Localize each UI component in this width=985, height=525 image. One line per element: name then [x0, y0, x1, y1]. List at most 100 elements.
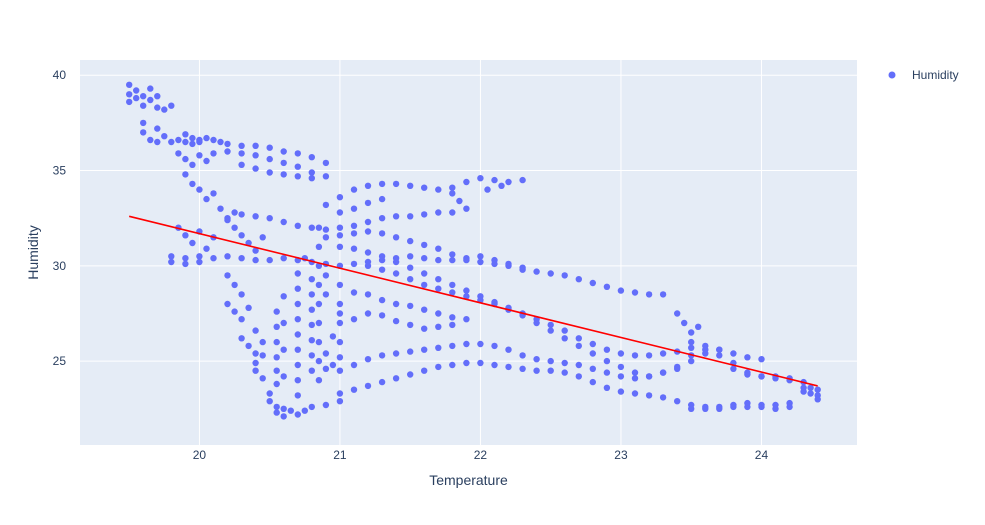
data-point — [533, 367, 540, 374]
data-point — [547, 367, 554, 374]
data-point — [280, 319, 287, 327]
data-point — [280, 413, 287, 420]
data-point — [407, 321, 414, 329]
data-point — [364, 182, 372, 189]
data-point — [421, 255, 428, 262]
data-point — [182, 138, 189, 146]
data-point — [238, 161, 245, 168]
data-point — [294, 270, 301, 277]
data-point — [456, 197, 463, 205]
data-point — [203, 157, 210, 165]
data-point — [154, 93, 161, 100]
data-point — [336, 194, 344, 201]
data-point — [421, 367, 428, 374]
x-axis-ticks: 20 21 22 23 24 — [193, 448, 769, 462]
data-point — [322, 291, 330, 298]
legend-marker — [888, 71, 896, 79]
data-point — [231, 224, 238, 231]
data-point — [716, 346, 723, 353]
data-point — [575, 373, 582, 380]
data-point — [407, 371, 414, 378]
data-point — [477, 258, 484, 266]
data-point — [645, 373, 653, 380]
data-point — [350, 245, 358, 252]
data-point — [210, 255, 217, 262]
data-point — [182, 255, 189, 262]
data-point — [322, 159, 330, 167]
data-point — [161, 133, 168, 140]
data-point — [688, 344, 695, 351]
data-point — [392, 180, 400, 188]
data-point — [175, 150, 182, 157]
data-point — [308, 352, 315, 359]
data-point — [491, 260, 498, 268]
data-point — [744, 354, 751, 361]
data-point — [336, 243, 344, 250]
data-point — [407, 182, 414, 189]
data-point — [659, 369, 667, 376]
data-point — [315, 338, 323, 346]
data-point — [498, 182, 505, 189]
data-point — [645, 352, 653, 359]
data-point — [301, 407, 308, 414]
data-point — [336, 310, 344, 317]
legend-item-humidity: Humidity — [912, 68, 959, 82]
data-point — [315, 357, 323, 365]
data-point — [259, 338, 266, 346]
data-point — [140, 129, 147, 136]
data-point — [519, 365, 526, 372]
data-point — [688, 357, 695, 365]
data-point — [575, 276, 582, 283]
data-point — [294, 346, 301, 353]
data-point — [147, 96, 154, 104]
data-point — [617, 363, 625, 371]
y-tick-label: 35 — [53, 164, 67, 178]
data-point — [435, 256, 442, 264]
data-point — [364, 249, 372, 256]
data-point — [252, 367, 259, 374]
data-point — [336, 367, 344, 374]
data-point — [280, 218, 287, 226]
data-point — [716, 352, 723, 359]
data-point — [147, 136, 154, 144]
data-point — [203, 195, 210, 203]
data-point — [182, 131, 189, 138]
data-point — [631, 289, 639, 296]
data-point — [266, 390, 273, 397]
legend[interactable]: Humidity — [888, 68, 959, 82]
data-point — [315, 300, 323, 308]
data-point — [421, 270, 428, 277]
data-point — [589, 378, 596, 386]
data-point — [659, 350, 667, 357]
data-point — [322, 173, 330, 180]
data-point — [210, 190, 217, 197]
data-point — [505, 262, 512, 269]
data-point — [280, 405, 287, 412]
x-tick-label: 21 — [333, 448, 347, 462]
data-point — [631, 390, 639, 397]
data-point — [603, 357, 611, 365]
data-point — [547, 270, 554, 277]
data-point — [322, 272, 330, 279]
data-point — [231, 281, 238, 289]
data-point — [294, 411, 301, 418]
data-point — [463, 287, 470, 294]
data-point — [336, 232, 344, 239]
data-point — [196, 253, 203, 260]
data-point — [407, 253, 414, 260]
data-point — [392, 234, 400, 241]
data-point — [617, 388, 625, 395]
data-point — [603, 369, 611, 376]
data-point — [477, 253, 484, 260]
data-point — [266, 144, 273, 151]
data-point — [315, 281, 323, 289]
data-point — [252, 350, 259, 357]
data-point — [336, 319, 344, 327]
data-point — [491, 342, 498, 350]
data-point — [196, 152, 203, 159]
data-point — [617, 350, 625, 357]
data-point — [477, 175, 484, 182]
data-point — [378, 352, 386, 359]
data-point — [252, 359, 259, 367]
